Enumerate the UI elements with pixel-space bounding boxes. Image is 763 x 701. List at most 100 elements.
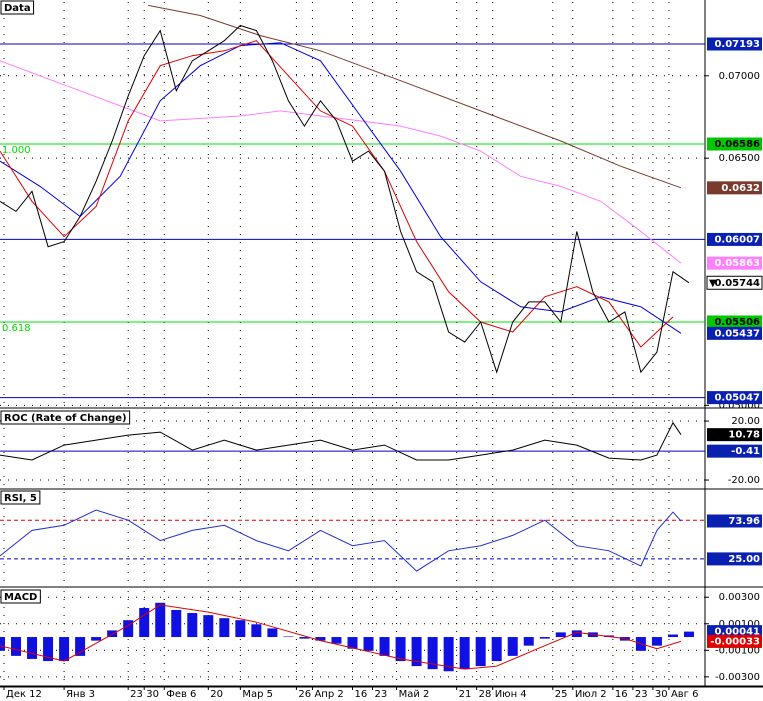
y-tick-label: -0.00300 — [715, 672, 760, 683]
x-tick-label: 26 — [298, 689, 311, 700]
histogram-bar — [27, 637, 38, 659]
value-box — [707, 315, 762, 329]
y-tick-label: 0.05000 — [719, 400, 760, 411]
x-tick-label: Авг 6 — [671, 689, 699, 700]
value-label: 0.05863 — [714, 258, 760, 269]
histogram-bar — [459, 637, 470, 670]
level-ratio: 1.000 — [2, 145, 31, 156]
value-box — [707, 391, 762, 405]
histogram-bar — [523, 637, 534, 646]
x-tick-label: 20 — [210, 689, 223, 700]
value-label: 0.06586 — [714, 139, 760, 150]
series-line — [0, 604, 682, 670]
value-label: -0.00033 — [710, 636, 760, 647]
histogram-bar — [363, 637, 374, 651]
x-tick-label: Июл 2 — [575, 689, 607, 700]
y-tick-label: 0.00300 — [719, 592, 760, 603]
x-tick-label: Фев 6 — [166, 689, 196, 700]
x-tick-label: 16 — [615, 689, 628, 700]
x-tick-label: Июн 4 — [495, 689, 527, 700]
value-box — [707, 552, 762, 566]
histogram-bar — [155, 602, 166, 638]
histogram-bar — [235, 620, 246, 638]
value-label: 25.00 — [728, 554, 760, 565]
y-tick-label: 20.00 — [731, 416, 760, 427]
histogram-bar — [683, 631, 694, 638]
value-label: 10.78 — [728, 430, 760, 441]
histogram-bar — [187, 613, 198, 638]
y-tick-label: 0.00100 — [719, 619, 760, 630]
series-line — [148, 4, 682, 189]
histogram-bar — [667, 634, 678, 638]
histogram-bar — [507, 637, 518, 656]
value-label: 0.05506 — [714, 317, 760, 328]
value-label: 0.06007 — [714, 234, 760, 245]
value-box — [707, 256, 762, 270]
series-line — [0, 40, 674, 348]
histogram-bar — [651, 637, 662, 646]
value-label: 0.07193 — [714, 39, 760, 50]
histogram-bar — [219, 618, 230, 638]
histogram-bar — [443, 637, 454, 672]
value-box — [707, 625, 762, 639]
value-label: 0.00041 — [714, 627, 760, 638]
histogram-bar — [395, 637, 406, 662]
value-box — [707, 232, 762, 246]
x-tick-label: 23 — [635, 689, 648, 700]
histogram-bar — [379, 637, 390, 656]
histogram-bar — [75, 637, 86, 656]
level-ratio: 0.618 — [2, 323, 31, 334]
histogram-bar — [475, 637, 486, 667]
histogram-bar — [347, 637, 358, 649]
value-label: 73.96 — [728, 516, 760, 527]
value-label: 0.0632 — [721, 183, 760, 194]
value-label: 0.05047 — [714, 393, 760, 404]
series-line — [0, 60, 682, 264]
x-tick-label: 16 — [355, 689, 368, 700]
histogram-bar — [331, 637, 342, 644]
y-tick-label: 0.07000 — [719, 71, 760, 82]
value-marker: ▼ — [709, 278, 717, 289]
y-tick-label: -0.00100 — [715, 645, 760, 656]
histogram-bar — [171, 609, 182, 638]
value-box — [707, 444, 762, 458]
panel-title-box — [0, 410, 131, 425]
histogram-bar — [283, 636, 294, 638]
histogram-bar — [571, 630, 582, 638]
x-tick-label: 21 — [459, 689, 472, 700]
x-tick-label: 30 — [655, 689, 668, 700]
x-tick-label: Май 2 — [399, 689, 430, 700]
value-box — [707, 514, 762, 528]
series-line — [0, 421, 682, 461]
x-tick-label: 23 — [130, 689, 143, 700]
histogram-bar — [411, 637, 422, 667]
histogram-bar — [43, 637, 54, 662]
panel-title: ROC (Rate of Change) — [4, 413, 127, 424]
value-box — [707, 634, 762, 648]
value-box — [707, 137, 762, 151]
y-tick-label: 0.06500 — [719, 153, 760, 164]
histogram-bar — [315, 637, 326, 641]
value-label: -0.41 — [731, 446, 760, 457]
value-box — [707, 181, 762, 195]
value-box — [707, 37, 762, 51]
panel-title-box — [0, 589, 41, 604]
y-tick-label: -20.00 — [728, 475, 760, 486]
histogram-bar — [267, 628, 278, 638]
histogram-bar — [59, 637, 70, 662]
histogram-bar — [251, 624, 262, 638]
histogram-bar — [299, 637, 310, 639]
x-tick-label: 23 — [375, 689, 388, 700]
histogram-bar — [203, 615, 214, 638]
x-tick-label: Янв 3 — [66, 689, 95, 700]
panel-title: MACD — [4, 592, 37, 603]
x-tick-label: 25 — [555, 689, 568, 700]
x-tick-label: 30 — [146, 689, 159, 700]
histogram-bar — [123, 620, 134, 638]
x-tick-label: Апр 2 — [314, 689, 343, 700]
value-label: 0.05437 — [714, 328, 760, 339]
x-tick-label: 28 — [479, 689, 492, 700]
series-line — [0, 42, 682, 334]
